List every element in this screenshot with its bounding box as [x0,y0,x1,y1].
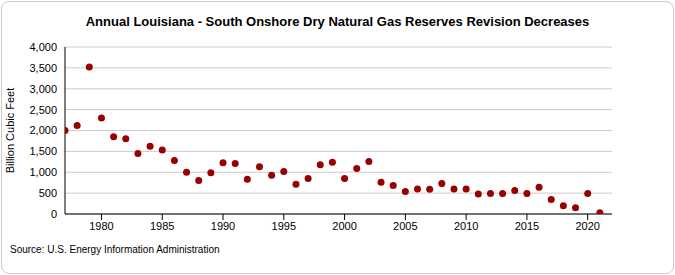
svg-text:2005: 2005 [393,220,417,232]
svg-text:500: 500 [39,187,57,199]
svg-text:0: 0 [51,208,57,220]
svg-text:1995: 1995 [272,220,296,232]
svg-text:1980: 1980 [89,220,113,232]
svg-text:1,000: 1,000 [29,166,57,178]
svg-text:4,000: 4,000 [29,41,57,53]
svg-text:2015: 2015 [515,220,539,232]
svg-text:1985: 1985 [150,220,174,232]
svg-text:2,000: 2,000 [29,124,57,136]
svg-text:2020: 2020 [575,220,599,232]
svg-text:1990: 1990 [211,220,235,232]
html-text:Source: U.S. Energy Informatio: Source: U.S. Energy Information Administ… [10,244,220,255]
svg-text:2010: 2010 [454,220,478,232]
svg-text:2000: 2000 [332,220,356,232]
svg-text:3,000: 3,000 [29,83,57,95]
html-text:Annual Louisiana - South Onsho: Annual Louisiana - South Onshore Dry Nat… [85,14,590,29]
svg-text:Billion Cubic Feet: Billion Cubic Feet [8,88,16,174]
svg-text:2,500: 2,500 [29,104,57,116]
svg-text:1,500: 1,500 [29,145,57,157]
svg-text:3,500: 3,500 [29,62,57,74]
